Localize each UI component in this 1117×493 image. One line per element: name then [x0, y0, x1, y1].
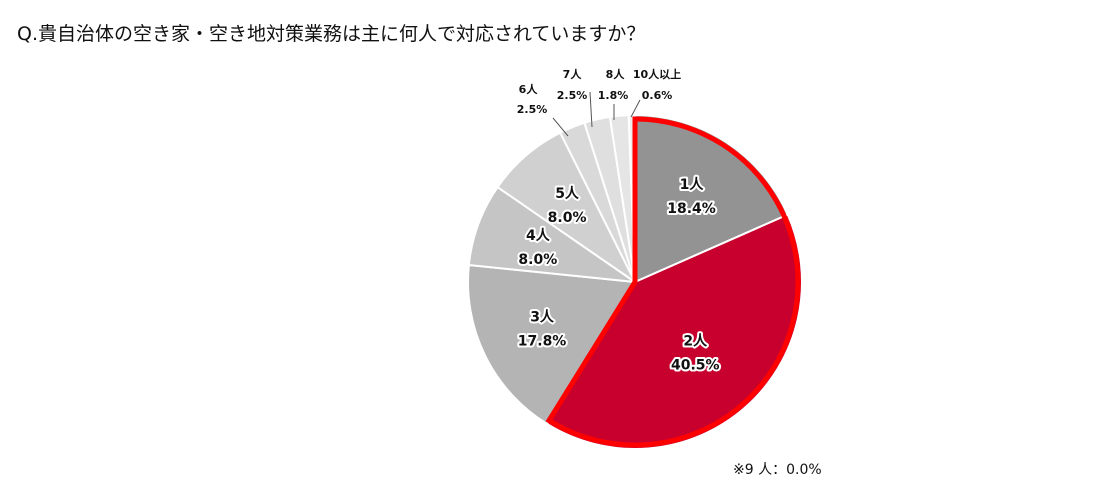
pie-slice-1 — [545, 213, 803, 450]
slice-value-6: 2.5% — [557, 89, 588, 102]
slice-label-0: 1人 — [680, 176, 705, 193]
slice-label-3: 4人 — [526, 227, 551, 244]
slice-value-8: 0.6% — [642, 89, 673, 102]
slice-value-2: 17.8% — [518, 334, 567, 350]
highlight-outline — [545, 116, 801, 448]
slice-value-3: 8.0% — [518, 252, 557, 268]
leader-line-8 — [630, 99, 641, 118]
slice-label-1: 2人 — [683, 332, 708, 349]
slice-label-2: 3人 — [530, 309, 555, 326]
slice-value-4: 8.0% — [548, 210, 587, 226]
slice-value-0: 18.4% — [667, 201, 716, 217]
slice-label-6: 7人 — [563, 67, 583, 81]
slice-value-7: 1.8% — [598, 89, 629, 102]
slice-label-4: 5人 — [555, 185, 580, 202]
chart-title: Q.貴自治体の空き家・空き地対策業務は主に何人で対応されていますか？ — [17, 23, 646, 45]
pie-slice-0 — [634, 113, 790, 284]
slice-value-1: 40.5% — [671, 357, 720, 373]
slice-label-5: 6人 — [519, 82, 539, 96]
pie-slice-2 — [467, 263, 637, 426]
leader-line-6 — [589, 91, 593, 128]
footnote: ※9 人：0.0% — [733, 462, 822, 478]
slice-label-7: 8人 — [606, 67, 626, 81]
leader-line-5 — [552, 117, 569, 137]
slice-value-5: 2.5% — [517, 103, 548, 116]
slice-label-8: 10人以上 — [633, 67, 681, 81]
